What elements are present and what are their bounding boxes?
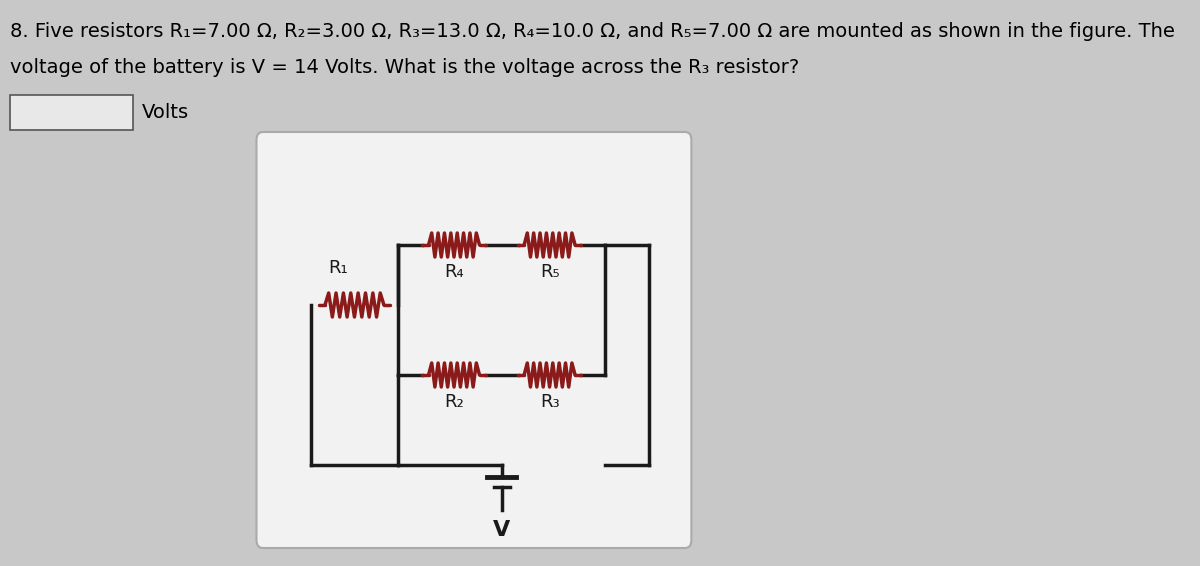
Text: V: V <box>493 520 510 540</box>
Text: Volts: Volts <box>142 104 188 122</box>
Text: voltage of the battery is V = 14 Volts. What is the voltage across the R₃ resist: voltage of the battery is V = 14 Volts. … <box>10 58 799 77</box>
Text: R₃: R₃ <box>540 393 559 411</box>
Text: R₁: R₁ <box>329 259 348 277</box>
FancyBboxPatch shape <box>257 132 691 548</box>
Text: 8. Five resistors R₁=7.00 Ω, R₂=3.00 Ω, R₃=13.0 Ω, R₄=10.0 Ω, and R₅=7.00 Ω are : 8. Five resistors R₁=7.00 Ω, R₂=3.00 Ω, … <box>10 22 1175 41</box>
Text: R₂: R₂ <box>444 393 464 411</box>
Bar <box>10 95 133 130</box>
Text: R₅: R₅ <box>540 263 559 281</box>
Text: R₄: R₄ <box>444 263 464 281</box>
